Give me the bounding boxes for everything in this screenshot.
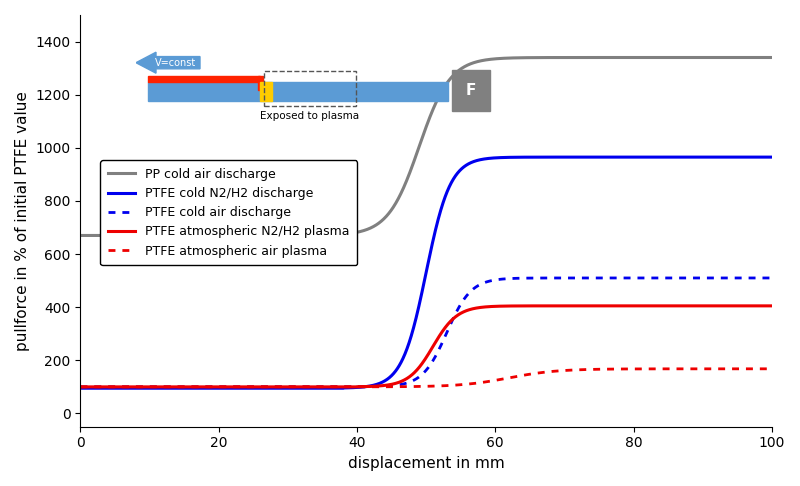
Bar (260, 82, 272, 101)
PTFE atmospheric air plasma (341, 384, 350, 390)
PP cold air discharge (154, 233, 164, 239)
PTFE cold air discharge (195, 384, 205, 390)
PTFE atmospheric N2/H2 plasma (767, 303, 777, 309)
PTFE atmospheric N2/H2 plasma (370, 383, 380, 389)
Bar (148, 82, 276, 101)
Polygon shape (136, 52, 200, 73)
PTFE atmospheric N2/H2 plasma (754, 303, 763, 309)
Bar (148, 76, 260, 82)
PTFE atmospheric air plasma (76, 384, 86, 390)
PTFE atmospheric N2/H2 plasma (679, 303, 689, 309)
PP cold air discharge (754, 54, 763, 60)
Y-axis label: pullforce in % of initial PTFE value: pullforce in % of initial PTFE value (15, 91, 30, 351)
PP cold air discharge (767, 54, 777, 60)
Text: Exposed to plasma: Exposed to plasma (261, 111, 359, 122)
PP cold air discharge (341, 231, 350, 237)
PTFE atmospheric air plasma (754, 366, 763, 372)
PP cold air discharge (195, 233, 205, 239)
Line: PTFE cold air discharge: PTFE cold air discharge (81, 278, 772, 387)
X-axis label: displacement in mm: displacement in mm (348, 456, 505, 471)
Text: V=const: V=const (155, 58, 197, 68)
PP cold air discharge (679, 54, 689, 60)
PTFE cold air discharge (341, 384, 350, 390)
PTFE cold air discharge (679, 275, 689, 281)
PTFE cold N2/H2 discharge (154, 385, 164, 391)
Bar (258, 76, 262, 90)
PTFE cold air discharge (370, 383, 380, 389)
PTFE atmospheric N2/H2 plasma (76, 384, 86, 390)
Bar (276, 82, 448, 101)
PTFE atmospheric N2/H2 plasma (195, 384, 205, 390)
PP cold air discharge (370, 223, 380, 228)
PTFE atmospheric N2/H2 plasma (154, 384, 164, 390)
PTFE atmospheric air plasma (679, 366, 689, 372)
PTFE atmospheric air plasma (154, 384, 164, 390)
PTFE cold N2/H2 discharge (195, 385, 205, 391)
PTFE cold N2/H2 discharge (767, 154, 777, 160)
PTFE cold air discharge (154, 384, 164, 390)
Text: F: F (466, 83, 476, 98)
PTFE cold N2/H2 discharge (754, 154, 763, 160)
PTFE atmospheric air plasma (767, 366, 777, 372)
PTFE cold N2/H2 discharge (341, 385, 350, 391)
PTFE cold N2/H2 discharge (76, 385, 86, 391)
PTFE atmospheric N2/H2 plasma (341, 384, 350, 390)
Legend: PP cold air discharge, PTFE cold N2/H2 discharge, PTFE cold air discharge, PTFE : PP cold air discharge, PTFE cold N2/H2 d… (101, 160, 358, 265)
PP cold air discharge (76, 233, 86, 239)
Bar (452, 70, 490, 111)
PTFE cold N2/H2 discharge (679, 154, 689, 160)
Line: PP cold air discharge: PP cold air discharge (81, 57, 772, 236)
PTFE atmospheric air plasma (195, 384, 205, 390)
PTFE cold air discharge (754, 275, 763, 281)
Line: PTFE cold N2/H2 discharge: PTFE cold N2/H2 discharge (81, 157, 772, 388)
PTFE cold N2/H2 discharge (370, 382, 380, 388)
PTFE atmospheric air plasma (370, 384, 380, 390)
PTFE cold air discharge (76, 384, 86, 390)
PTFE cold air discharge (767, 275, 777, 281)
Line: PTFE atmospheric N2/H2 plasma: PTFE atmospheric N2/H2 plasma (81, 306, 772, 387)
Line: PTFE atmospheric air plasma: PTFE atmospheric air plasma (81, 369, 772, 387)
